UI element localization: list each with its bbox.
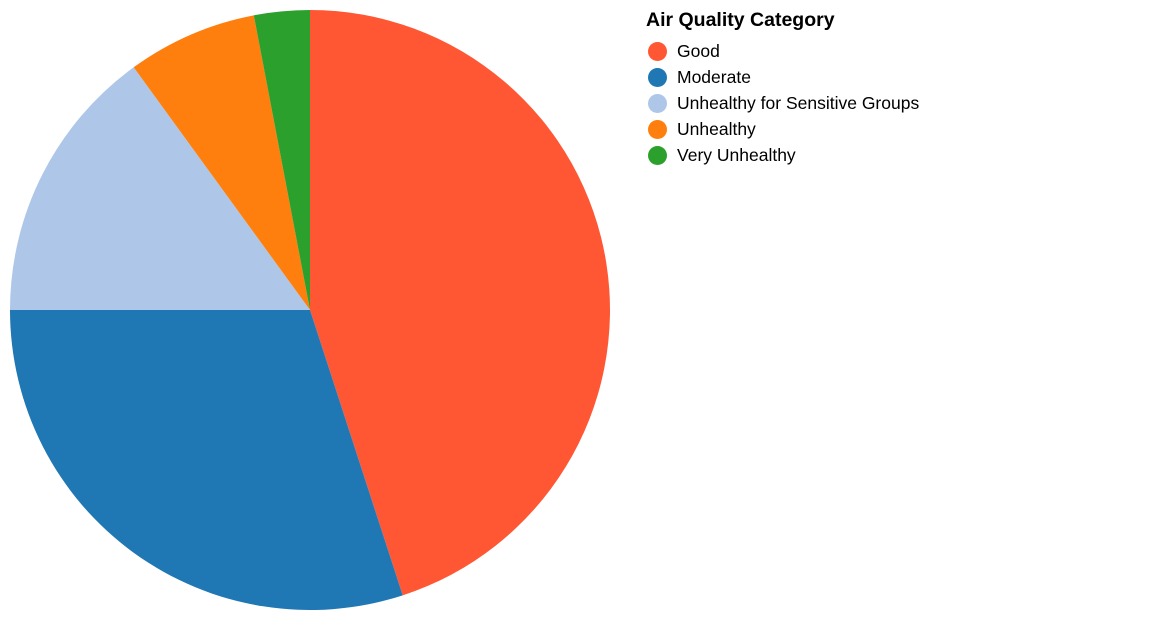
legend-title: Air Quality Category	[646, 9, 835, 31]
pie-slice-moderate	[10, 310, 403, 611]
legend-label: Unhealthy	[677, 118, 756, 139]
legend-swatch	[648, 119, 667, 139]
legend-label: Moderate	[677, 66, 751, 87]
legend-items: Good Moderate Unhealthy for Sensitive Grou…	[646, 38, 919, 168]
legend-item-unhealthy-for-sensitive-groups: Unhealthy for Sensitive Groups	[646, 90, 919, 116]
legend-label: Unhealthy for Sensitive Groups	[677, 92, 920, 113]
legend: Air Quality Category Good Moderate Unhealt…	[646, 8, 919, 168]
legend-item-good: Good	[646, 38, 919, 64]
legend-item-moderate: Moderate	[646, 64, 919, 90]
pie-slice-good	[310, 9, 611, 596]
legend-label: Good	[677, 40, 720, 61]
legend-item-unhealthy: Unhealthy	[646, 116, 919, 142]
pie-slice-unhealthy-for-sensitive-groups	[10, 67, 310, 310]
legend-swatch	[648, 145, 667, 165]
legend-swatch	[648, 67, 667, 87]
legend-swatch	[648, 41, 667, 61]
legend-label: Very Unhealthy	[677, 144, 796, 165]
pie-slice-unhealthy	[133, 15, 310, 311]
legend-item-very-unhealthy: Very Unhealthy	[646, 142, 919, 168]
legend-swatch	[648, 93, 667, 113]
pie-slice-very-unhealthy	[253, 10, 310, 310]
